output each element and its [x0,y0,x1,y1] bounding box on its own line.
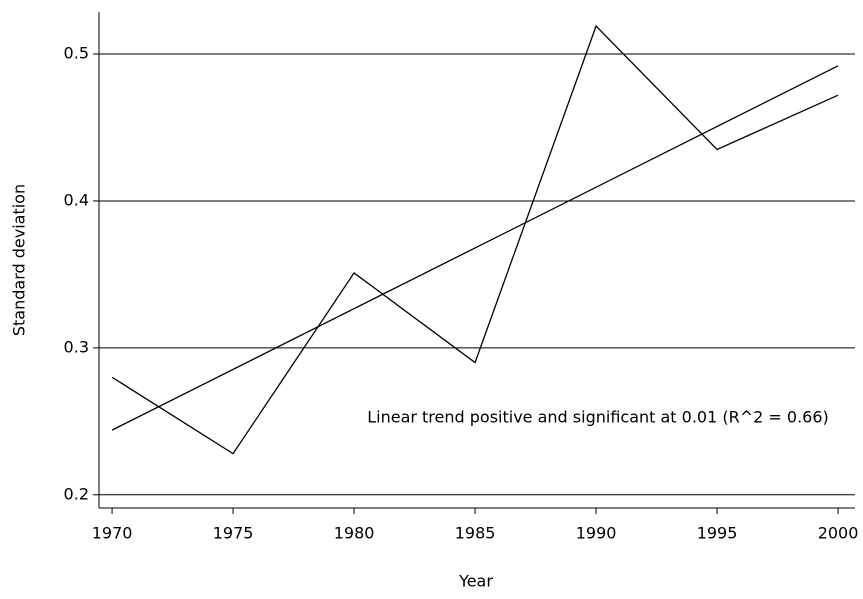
y-tick-label: 0.4 [64,190,89,209]
series-line [111,24,839,455]
x-tick-label: 1980 [334,524,375,543]
x-tick-label: 1990 [576,524,617,543]
x-tick-label: 1970 [92,524,133,543]
y-tick-label: 0.2 [64,484,89,503]
series-line [111,65,839,431]
y-tick-label: 0.5 [64,44,89,63]
y-tick-label: 0.3 [64,337,89,356]
x-axis-label: Year [458,572,493,591]
x-tick-label: 2000 [818,524,859,543]
annotation: Linear trend positive and significant at… [367,408,829,427]
x-tick-label: 1975 [213,524,254,543]
y-axis-label: Standard deviation [10,184,29,336]
x-tick-label: 1995 [697,524,738,543]
x-tick-label: 1985 [455,524,496,543]
